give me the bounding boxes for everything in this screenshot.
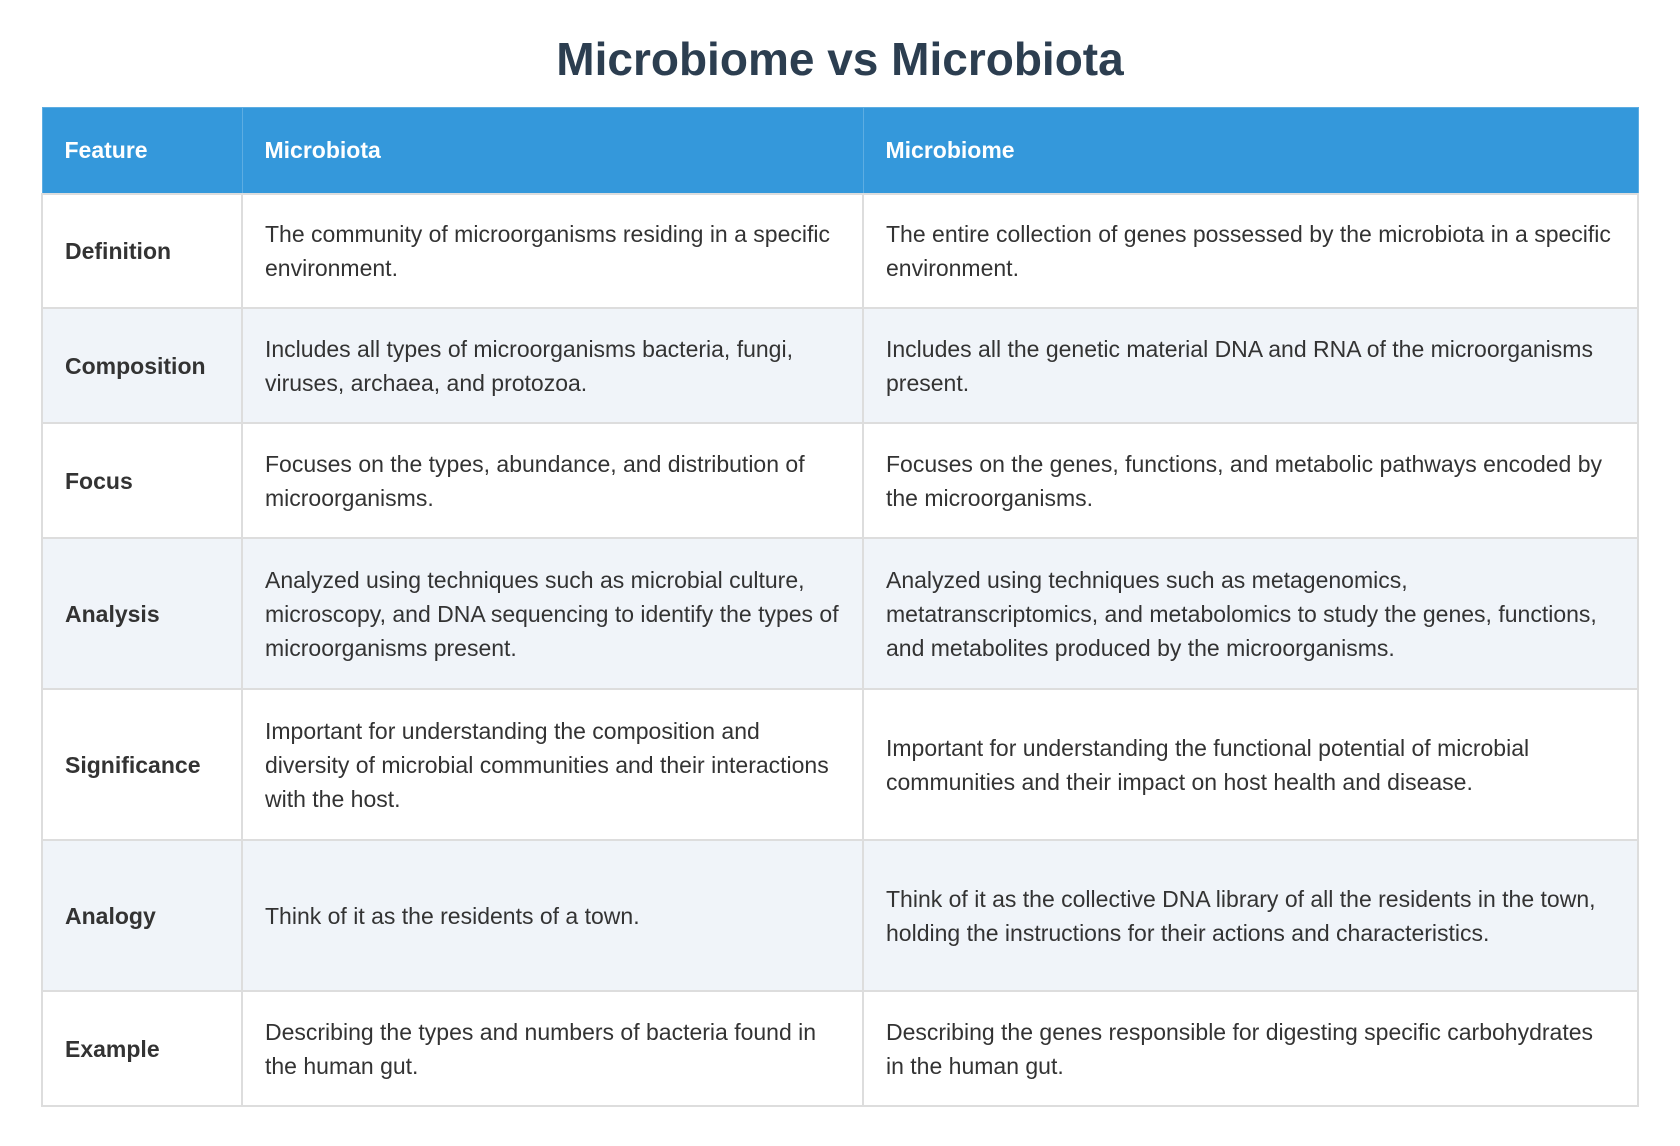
microbiome-cell: Think of it as the collective DNA librar… [862, 839, 1639, 992]
feature-cell: Analysis [41, 537, 243, 690]
microbiome-cell: Important for understanding the function… [862, 688, 1639, 841]
table-row: Focus Focuses on the types, abundance, an… [41, 422, 1639, 539]
header-microbiome: Microbiome [862, 107, 1639, 195]
table-row: Analysis Analyzed using techniques such a… [41, 537, 1639, 690]
microbiota-cell: Analyzed using techniques such as microb… [241, 537, 864, 690]
feature-cell: Analogy [41, 839, 243, 992]
microbiome-cell: Includes all the genetic material DNA an… [862, 307, 1639, 424]
microbiome-cell: Focuses on the genes, functions, and met… [862, 422, 1639, 539]
feature-cell: Significance [41, 688, 243, 841]
header-row: Feature Microbiota Microbiome [41, 107, 1639, 195]
table-row: Definition The community of microorganism… [41, 193, 1639, 309]
microbiota-cell: Think of it as the residents of a town. [241, 839, 864, 992]
feature-cell: Composition [41, 307, 243, 424]
feature-cell: Definition [41, 193, 243, 309]
microbiome-cell: Describing the genes responsible for dig… [862, 990, 1639, 1107]
microbiota-cell: Important for understanding the composit… [241, 688, 864, 841]
feature-cell: Example [41, 990, 243, 1107]
table-row: Significance Important for understanding … [41, 688, 1639, 841]
microbiota-cell: Focuses on the types, abundance, and dis… [241, 422, 864, 539]
page-title: Microbiome vs Microbiota [556, 33, 1124, 85]
microbiota-cell: The community of microorganisms residing… [241, 193, 864, 309]
table-row: Analogy Think of it as the residents of a… [41, 839, 1639, 992]
microbiota-cell: Includes all types of microorganisms bac… [241, 307, 864, 424]
microbiome-cell: The entire collection of genes possessed… [862, 193, 1639, 309]
table-row: Example Describing the types and numbers … [41, 990, 1639, 1107]
header-feature: Feature [41, 107, 243, 195]
table-row: Composition Includes all types of microor… [41, 307, 1639, 424]
feature-cell: Focus [41, 422, 243, 539]
comparison-table: Feature Microbiota Microbiome Definition… [41, 107, 1639, 1107]
microbiome-cell: Analyzed using techniques such as metage… [862, 537, 1639, 690]
header-microbiota: Microbiota [241, 107, 864, 195]
microbiota-cell: Describing the types and numbers of bact… [241, 990, 864, 1107]
